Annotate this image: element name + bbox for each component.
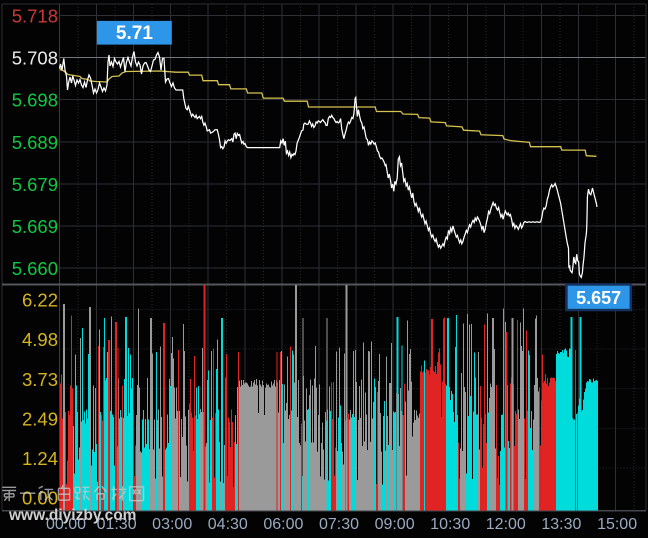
svg-text:5.660: 5.660 xyxy=(12,258,58,279)
svg-text:5.689: 5.689 xyxy=(12,132,58,153)
svg-text:1.24: 1.24 xyxy=(22,448,58,469)
svg-text:5.71: 5.71 xyxy=(116,23,153,44)
svg-text:5.698: 5.698 xyxy=(12,90,58,111)
svg-text:2.49: 2.49 xyxy=(22,409,58,430)
svg-text:3.73: 3.73 xyxy=(22,369,58,390)
svg-text:04:30: 04:30 xyxy=(208,516,248,533)
svg-text:5.657: 5.657 xyxy=(576,288,621,308)
svg-text:03:00: 03:00 xyxy=(152,516,192,533)
svg-text:15:00: 15:00 xyxy=(597,516,637,533)
svg-text:13:30: 13:30 xyxy=(541,516,581,533)
svg-text:12:00: 12:00 xyxy=(486,516,526,533)
svg-text:10:30: 10:30 xyxy=(430,516,470,533)
svg-text:00:00: 00:00 xyxy=(46,516,86,533)
svg-text:06:00: 06:00 xyxy=(263,516,303,533)
svg-text:4.98: 4.98 xyxy=(22,329,58,350)
svg-text:6.22: 6.22 xyxy=(22,290,58,311)
svg-text:01:30: 01:30 xyxy=(97,516,137,533)
svg-text:07:30: 07:30 xyxy=(319,516,359,533)
svg-text:5.708: 5.708 xyxy=(12,48,58,69)
svg-text:09:00: 09:00 xyxy=(375,516,415,533)
svg-text:www.diyizby.com: www.diyizby.com xyxy=(8,507,136,524)
svg-text:5.669: 5.669 xyxy=(12,216,58,237)
svg-text:0.00: 0.00 xyxy=(22,488,58,509)
svg-text:5.718: 5.718 xyxy=(12,6,58,27)
svg-text:5.679: 5.679 xyxy=(12,174,58,195)
